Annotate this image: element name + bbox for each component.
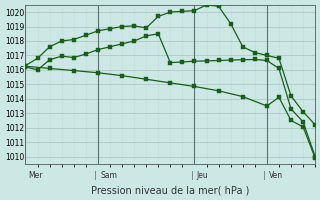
Text: |: | [263, 171, 266, 180]
Text: |: | [94, 171, 97, 180]
Text: |: | [191, 171, 193, 180]
Text: Ven: Ven [269, 171, 284, 180]
X-axis label: Pression niveau de la mer( hPa ): Pression niveau de la mer( hPa ) [91, 185, 250, 195]
Text: Jeu: Jeu [197, 171, 209, 180]
Text: Mer: Mer [28, 171, 43, 180]
Text: Sam: Sam [100, 171, 117, 180]
